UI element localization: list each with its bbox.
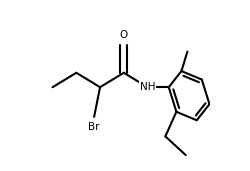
Text: O: O bbox=[119, 30, 128, 40]
Text: Br: Br bbox=[88, 122, 100, 132]
Text: NH: NH bbox=[139, 82, 155, 92]
